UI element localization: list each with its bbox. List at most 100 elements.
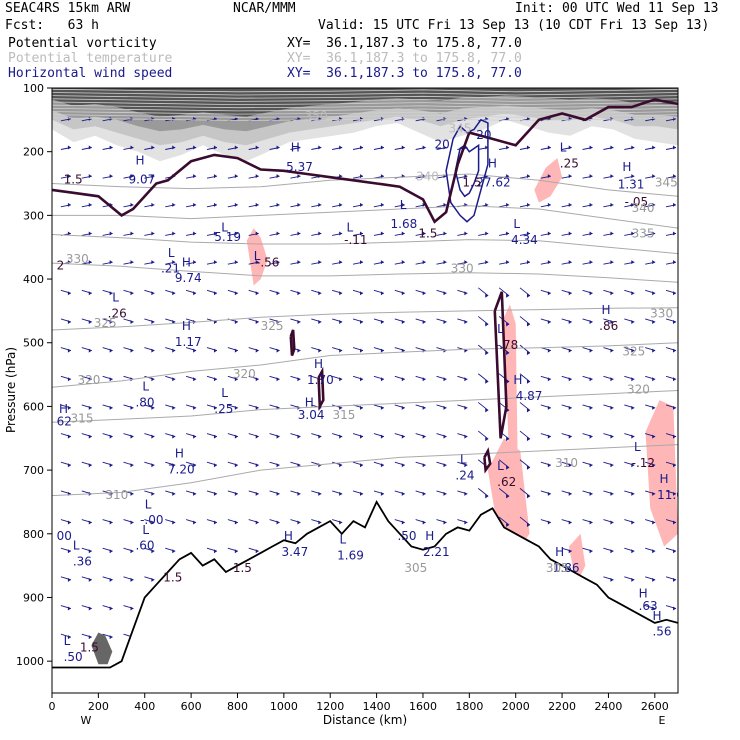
- extremum-label: .50: [397, 529, 416, 543]
- wind-arrow: [561, 433, 572, 439]
- wind-arrow: [519, 260, 531, 265]
- y-tick-label: 500: [23, 337, 44, 350]
- wind-arrow: [311, 347, 322, 353]
- wind-arrow: [582, 289, 593, 296]
- wind-arrow: [603, 289, 614, 296]
- wind-arrow: [603, 547, 614, 554]
- wind-arrow: [186, 260, 197, 265]
- isentrope-label: 310: [105, 488, 128, 502]
- wind-arrow: [123, 433, 134, 439]
- wind-arrow: [540, 433, 551, 439]
- pv-negative-region: [569, 533, 586, 585]
- wind-arrow: [624, 347, 635, 353]
- wind-arrow: [332, 260, 343, 265]
- wind-arrow: [561, 461, 572, 468]
- wind-arrow: [436, 433, 447, 439]
- wind-arrow: [144, 231, 155, 236]
- extremum-label: 340: [416, 169, 439, 183]
- wind-arrow: [519, 145, 531, 150]
- wind-arrow: [227, 289, 238, 296]
- wind-arrow: [165, 289, 176, 296]
- extremum-label: 7.20: [168, 462, 195, 476]
- wind-arrow: [519, 344, 531, 356]
- wind-arrow: [477, 373, 489, 384]
- x-tick-label: 2400: [594, 700, 622, 713]
- wind-arrow: [186, 231, 197, 236]
- wind-arrow: [519, 231, 531, 236]
- wind-arrow: [645, 145, 656, 150]
- wind-arrow: [81, 289, 92, 296]
- wind-arrow: [311, 318, 322, 324]
- wind-arrow: [624, 289, 635, 296]
- wind-arrow: [227, 547, 238, 554]
- wind-arrow: [603, 490, 614, 496]
- wind-arrow: [248, 347, 259, 353]
- wind-arrow: [436, 260, 447, 265]
- wind-arrow: [457, 490, 468, 496]
- wind-arrow: [373, 433, 385, 439]
- extremum-label: 1.17: [175, 335, 202, 349]
- x-tick-label: 1400: [363, 700, 391, 713]
- wind-arrow: [457, 174, 468, 179]
- wind-arrow: [290, 202, 301, 208]
- extremum-label: H: [175, 446, 184, 460]
- wind-arrow: [269, 461, 280, 468]
- wind-arrow: [165, 347, 176, 353]
- wind-arrow: [227, 202, 238, 208]
- pv-cell-contour: [493, 291, 508, 439]
- wind-arrow: [144, 289, 155, 296]
- forecast-hour: Fcst: 63 h: [5, 18, 99, 33]
- legend-label-wind: Horizontal wind speed: [8, 66, 173, 81]
- wind-arrow: [60, 145, 71, 150]
- wind-arrow: [394, 375, 405, 382]
- wind-arrow: [269, 490, 280, 496]
- wind-arrow: [206, 461, 218, 468]
- isentrope-label: 340: [632, 201, 655, 215]
- wind-arrow: [645, 404, 656, 410]
- wind-arrow: [603, 318, 614, 324]
- wind-arrow: [248, 260, 259, 265]
- wind-arrow: [624, 318, 635, 324]
- wind-arrow: [394, 260, 405, 265]
- wind-arrow: [165, 145, 176, 150]
- wind-arrow: [144, 375, 155, 382]
- wind-arrow: [582, 375, 593, 382]
- wind-arrow: [60, 633, 72, 640]
- extremum-label: 9.07: [129, 173, 156, 187]
- extremum-label: 4.87: [516, 389, 543, 403]
- wind-arrow: [227, 519, 238, 525]
- wind-arrow: [165, 375, 176, 382]
- wind-arrow: [123, 231, 134, 236]
- extremum-label: .26: [108, 306, 127, 320]
- wind-arrow: [332, 231, 343, 236]
- extremum-label: 27.62: [476, 176, 510, 190]
- wind-arrow: [457, 260, 468, 265]
- wind-arrow: [665, 519, 677, 525]
- wind-arrow: [457, 318, 468, 324]
- wind-arrow: [290, 289, 301, 296]
- wind-arrow: [352, 231, 364, 236]
- extremum-label: -.11: [344, 233, 367, 247]
- wind-arrow: [81, 202, 92, 208]
- extremum-label: H: [314, 357, 323, 371]
- wind-arrow: [582, 519, 593, 525]
- wind-arrow: [561, 547, 572, 554]
- wind-arrow: [499, 145, 510, 150]
- wind-arrow: [332, 490, 343, 496]
- x-tick-label: 400: [134, 700, 155, 713]
- wind-arrow: [311, 490, 322, 496]
- extremum-label: -.78: [495, 338, 518, 352]
- wind-arrow: [311, 231, 322, 236]
- wind-arrow: [624, 145, 635, 150]
- wind-arrow: [311, 202, 322, 208]
- isentrope-label: 330: [66, 252, 89, 266]
- extremum-label: -.12: [632, 456, 655, 470]
- wind-arrow: [561, 231, 572, 236]
- extremum-label: L: [221, 220, 228, 234]
- wind-arrow: [540, 347, 551, 353]
- wind-arrow: [123, 490, 134, 496]
- wind-arrow: [498, 516, 510, 528]
- terrain-fill: [52, 501, 678, 693]
- wind-arrow: [394, 519, 405, 525]
- wind-arrow: [415, 404, 426, 410]
